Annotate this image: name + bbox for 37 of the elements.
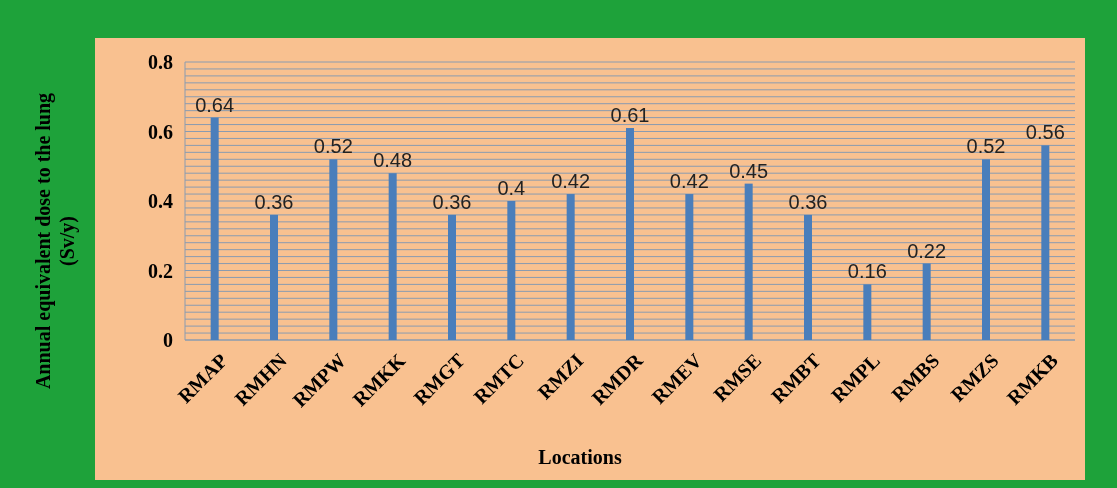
data-label: 0.64 — [195, 93, 235, 116]
bar — [1041, 145, 1050, 340]
y-tick-label: 0.8 — [148, 51, 173, 73]
bar — [804, 214, 812, 340]
y-tick-label: 0.6 — [148, 120, 173, 143]
x-axis-title: Locations — [538, 446, 622, 468]
bar — [507, 201, 516, 340]
bar — [388, 173, 397, 340]
y-tick-label: 0.4 — [148, 190, 173, 212]
data-label: 0.52 — [313, 135, 353, 158]
data-label: 0.48 — [373, 149, 413, 172]
data-label: 0.42 — [551, 170, 591, 193]
y-axis-title: Annual equivalent dose to the lung (Sv/y) — [32, 92, 79, 390]
data-label: 0.56 — [1025, 121, 1065, 144]
data-label: 0.36 — [788, 190, 828, 213]
bar — [982, 159, 990, 340]
data-label: 0.42 — [669, 170, 709, 193]
bar — [270, 214, 278, 340]
bar — [566, 194, 575, 340]
data-label: 0.36 — [432, 190, 472, 213]
bar — [210, 117, 219, 340]
y-tick-label: 0 — [163, 329, 173, 351]
data-label: 0.52 — [966, 135, 1006, 158]
bar — [685, 194, 694, 340]
bar — [329, 159, 338, 340]
bar — [448, 214, 456, 340]
bar — [626, 128, 634, 340]
bar — [863, 284, 872, 340]
bar — [922, 263, 931, 340]
data-label: 0.61 — [610, 104, 650, 127]
data-label: 0.45 — [729, 159, 769, 182]
data-label: 0.4 — [497, 177, 526, 199]
data-label: 0.16 — [847, 260, 887, 283]
data-label: 0.22 — [907, 239, 947, 262]
data-label: 0.36 — [254, 190, 294, 213]
bar — [744, 183, 753, 340]
y-tick-label: 0.2 — [148, 259, 173, 282]
